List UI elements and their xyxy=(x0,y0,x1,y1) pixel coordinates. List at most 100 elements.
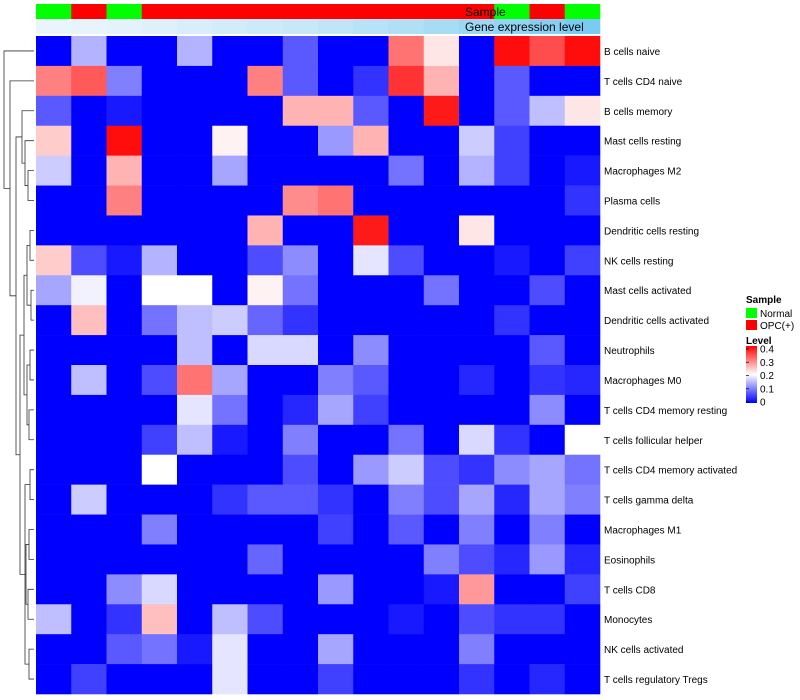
heatmap-cell xyxy=(177,365,213,396)
heatmap-cell xyxy=(106,604,143,635)
heatmap-cell xyxy=(212,634,248,665)
heatmap-cell xyxy=(318,335,354,366)
heatmap-cell xyxy=(247,514,284,545)
heatmap-cell xyxy=(388,185,425,216)
heatmap-cells xyxy=(36,36,601,695)
heatmap-cell xyxy=(388,394,425,426)
heatmap-cell xyxy=(423,36,460,67)
dendrogram-branch xyxy=(28,409,34,441)
heatmap-cell xyxy=(212,305,248,336)
heatmap-cell xyxy=(494,275,530,306)
legend-level-tick-label: 0.4 xyxy=(760,345,774,356)
heatmap-cell xyxy=(247,215,284,246)
heatmap-cell xyxy=(353,544,389,575)
heatmap-cell xyxy=(423,604,460,635)
heatmap-cell xyxy=(459,574,495,605)
heatmap-cell xyxy=(388,514,425,545)
heatmap-cell xyxy=(318,604,354,635)
heatmap-cell xyxy=(353,65,389,97)
heatmap-cell xyxy=(353,514,389,545)
heatmap-cell xyxy=(282,215,319,246)
heatmap-cell xyxy=(71,275,107,306)
heatmap-cell xyxy=(247,484,284,515)
heatmap-cell xyxy=(494,245,530,276)
heatmap-cell xyxy=(141,604,178,635)
heatmap-cell xyxy=(177,574,213,605)
heatmap-cell xyxy=(141,245,178,276)
heatmap-cell xyxy=(141,664,178,695)
heatmap-cell xyxy=(353,664,389,695)
heatmap-cell xyxy=(282,424,319,456)
heatmap-cell xyxy=(388,305,425,336)
heatmap-cell xyxy=(141,155,178,186)
heatmap-cell xyxy=(494,95,530,127)
heatmap-cell xyxy=(494,514,530,545)
heatmap-cell xyxy=(564,365,601,396)
heatmap-cell xyxy=(423,305,460,336)
heatmap-cell xyxy=(282,95,319,127)
heatmap-cell xyxy=(494,454,530,485)
heatmap-cell xyxy=(212,604,248,635)
heatmap-cell xyxy=(318,65,354,97)
heatmap-cell xyxy=(353,604,389,635)
heatmap-cell xyxy=(564,604,601,635)
gene-expression-annotation-cell xyxy=(106,19,143,34)
dendrogram-branch xyxy=(28,648,34,680)
heatmap-cell xyxy=(106,125,143,156)
sample-annotation-cell xyxy=(353,4,389,19)
heatmap-cell xyxy=(318,634,354,665)
dendrogram-branch xyxy=(3,50,34,189)
heatmap-cell xyxy=(141,275,178,306)
heatmap-cell xyxy=(529,65,566,97)
heatmap-cell xyxy=(564,275,601,306)
heatmap-cell xyxy=(564,424,601,456)
heatmap-cell xyxy=(459,155,495,186)
heatmap-cell xyxy=(282,365,319,396)
heatmap-cell xyxy=(318,544,354,575)
dendrogram-branch xyxy=(24,140,34,186)
legend-level-title: Level xyxy=(746,336,772,347)
heatmap-cell xyxy=(247,574,284,605)
heatmap-cell xyxy=(141,95,178,127)
heatmap-cell xyxy=(141,365,178,396)
heatmap-cell xyxy=(106,245,143,276)
heatmap-cell xyxy=(353,574,389,605)
heatmap-cell xyxy=(423,245,460,276)
heatmap-cell xyxy=(247,454,284,485)
heatmap-cell xyxy=(529,36,566,67)
heatmap-cell xyxy=(494,574,530,605)
heatmap-cell xyxy=(459,604,495,635)
heatmap-cell xyxy=(282,65,319,97)
heatmap-cell xyxy=(494,65,530,97)
dendrogram-branch xyxy=(26,364,30,426)
sample-annotation-cell xyxy=(529,4,566,19)
heatmap-cell xyxy=(318,514,354,545)
sample-annotation-cell xyxy=(106,4,143,19)
row-label: B cells naive xyxy=(604,47,661,58)
heatmap-cell xyxy=(529,125,566,156)
heatmap-cell xyxy=(353,634,389,665)
heatmap-cell xyxy=(318,574,354,605)
heatmap-cell xyxy=(71,215,107,246)
heatmap-cell xyxy=(564,36,601,67)
heatmap-cell xyxy=(282,454,319,485)
heatmap-cell xyxy=(564,215,601,246)
row-label: T cells regulatory Tregs xyxy=(604,675,708,686)
row-label: T cells gamma delta xyxy=(604,496,694,507)
heatmap-cell xyxy=(494,484,530,515)
heatmap-cell xyxy=(423,365,460,396)
heatmap-cell xyxy=(177,305,213,336)
heatmap-cell xyxy=(318,155,354,186)
dendrogram-branch xyxy=(29,349,34,381)
heatmap-cell xyxy=(529,245,566,276)
heatmap-cell xyxy=(282,305,319,336)
heatmap-cell xyxy=(423,544,460,575)
row-label: Macrophages M2 xyxy=(604,167,682,178)
heatmap-cell xyxy=(423,275,460,306)
row-label: T cells CD8 xyxy=(604,585,656,596)
heatmap-cell xyxy=(353,185,389,216)
heatmap-cell xyxy=(36,604,72,635)
heatmap-cell xyxy=(212,484,248,515)
sample-annotation-cell xyxy=(318,4,354,19)
